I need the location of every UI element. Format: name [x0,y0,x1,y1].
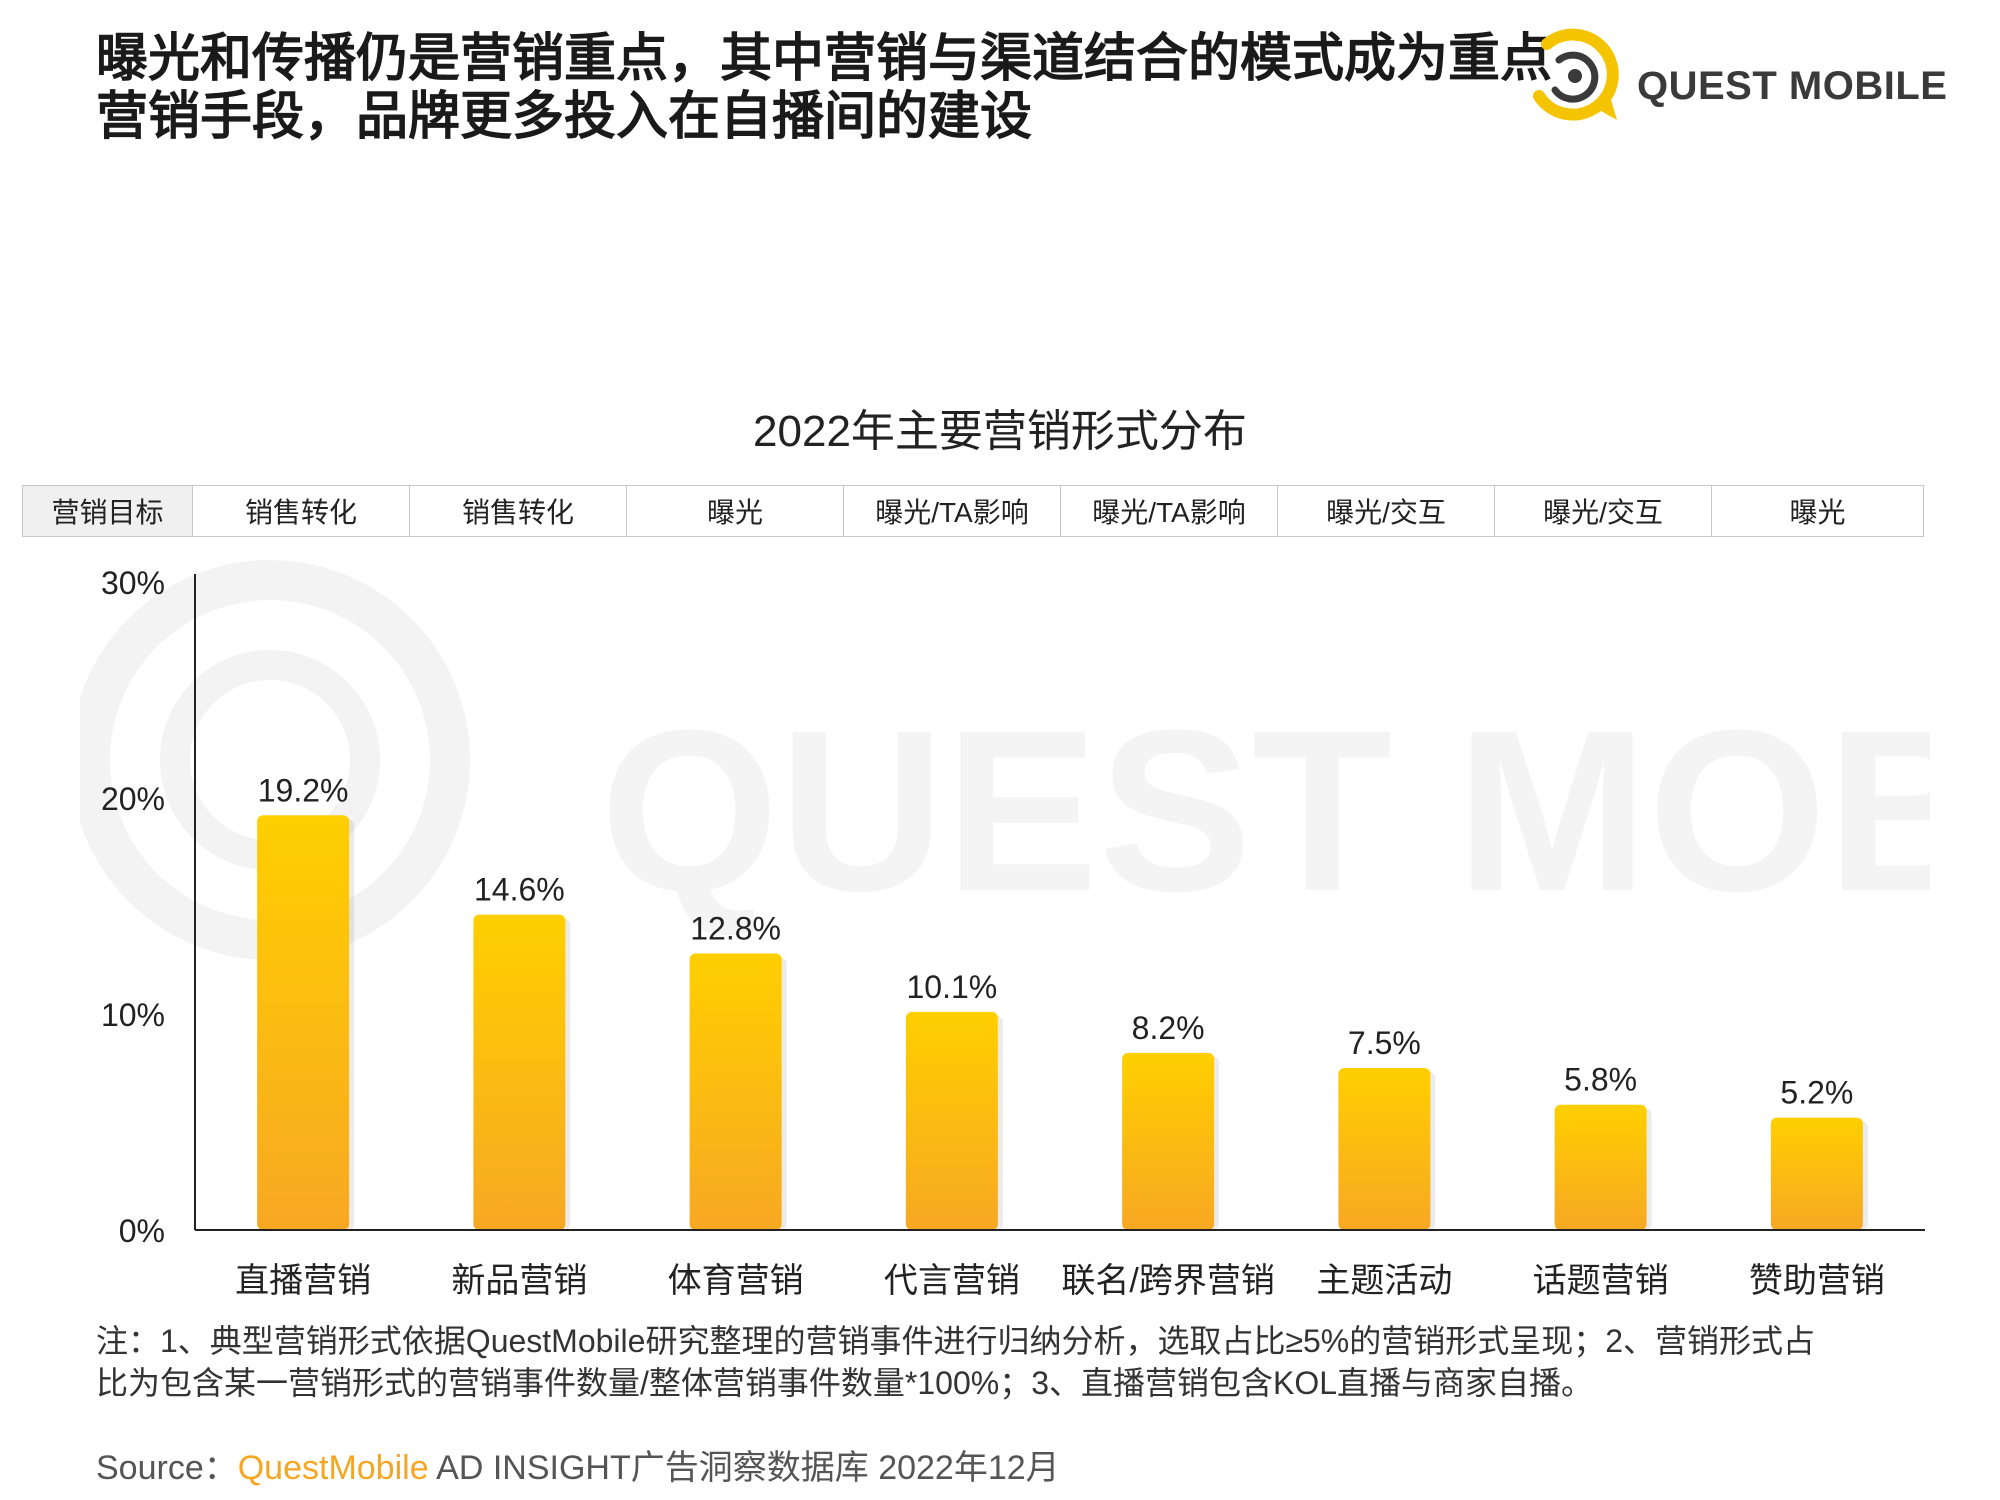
bar-value-label: 7.5% [1348,1025,1421,1061]
x-category-label: 代言营销 [884,1262,1020,1300]
bar [905,1011,998,1230]
objective-cell: 曝光/交互 [1494,486,1711,536]
headline: 曝光和传播仍是营销重点，其中营销与渠道结合的模式成为重点 营销手段，品牌更多投入… [96,30,1553,146]
bar-chart: 0% 10% 20% 30% 19.2% 14.6% 12.8% 10.1% 8.2% 7.5%… [101,565,1925,1300]
bar-value-label: 5.2% [1780,1075,1853,1111]
footnote-line-1: 注：1、典型营销形式依据QuestMobile研究整理的营销事件进行归纳分析，选… [96,1323,1816,1359]
x-category-label: 联名/跨界营销 [1061,1262,1274,1300]
bar-value-label: 8.2% [1132,1010,1205,1046]
x-category-label: 赞助营销 [1749,1262,1885,1300]
watermark-text: QUEST MOBILE [600,682,1930,939]
objective-table: 营销目标 销售转化 销售转化 曝光 曝光/TA影响 曝光/TA影响 曝光/交互 … [22,485,1924,537]
objective-cell: 曝光 [1711,486,1923,536]
quest-mobile-logo: QUEST MOBILE [1525,26,1947,126]
bar [1554,1104,1647,1230]
objective-cell: 销售转化 [409,486,626,536]
footnote-line-2: 比为包含某一营销形式的营销事件数量/整体营销事件数量*100%；3、直播营销包含… [96,1365,1594,1401]
bar [1770,1117,1863,1230]
x-category-label: 话题营销 [1533,1262,1669,1300]
y-tick-label: 0% [119,1213,165,1249]
bar-value-label: 12.8% [690,911,781,947]
bar-value-label: 5.8% [1564,1062,1637,1098]
bar [257,815,350,1230]
source-brand: QuestMobile [237,1449,429,1487]
objective-header: 营销目标 [23,486,192,536]
bar [1122,1052,1215,1230]
bar [1338,1068,1431,1230]
bar [473,914,566,1230]
y-tick-label: 10% [101,997,165,1033]
objective-cell: 曝光/TA影响 [1060,486,1277,536]
x-category-label: 主题活动 [1316,1262,1452,1300]
objective-cell: 曝光/TA影响 [843,486,1060,536]
chart-title: 2022年主要营销形式分布 [753,407,1247,456]
objective-cell: 曝光 [626,486,843,536]
bar-value-label: 14.6% [474,872,565,908]
headline-line-1: 曝光和传播仍是营销重点，其中营销与渠道结合的模式成为重点 [96,30,1553,88]
quest-mobile-logo-icon [1533,28,1619,121]
objective-cell: 销售转化 [192,486,409,536]
objective-cell: 曝光/交互 [1277,486,1494,536]
source-rest: AD INSIGHT广告洞察数据库 2022年12月 [428,1449,1060,1487]
bar [689,953,782,1230]
logo-text: QUEST MOBILE [1637,64,1948,108]
x-category-label: 直播营销 [235,1262,371,1300]
x-category-label: 体育营销 [668,1262,804,1300]
y-tick-label: 20% [101,781,165,817]
source-line: Source：QuestMobile AD INSIGHT广告洞察数据库 202… [96,1440,1060,1489]
bar-value-label: 10.1% [907,969,998,1005]
y-tick-label: 30% [101,565,165,601]
x-category-label: 新品营销 [451,1262,587,1300]
bar-value-label: 19.2% [258,772,349,808]
footnote: 注：1、典型营销形式依据QuestMobile研究整理的营销事件进行归纳分析，选… [96,1320,1916,1404]
headline-line-2: 营销手段，品牌更多投入在自播间的建设 [96,88,1033,146]
source-label: Source： [96,1449,238,1487]
